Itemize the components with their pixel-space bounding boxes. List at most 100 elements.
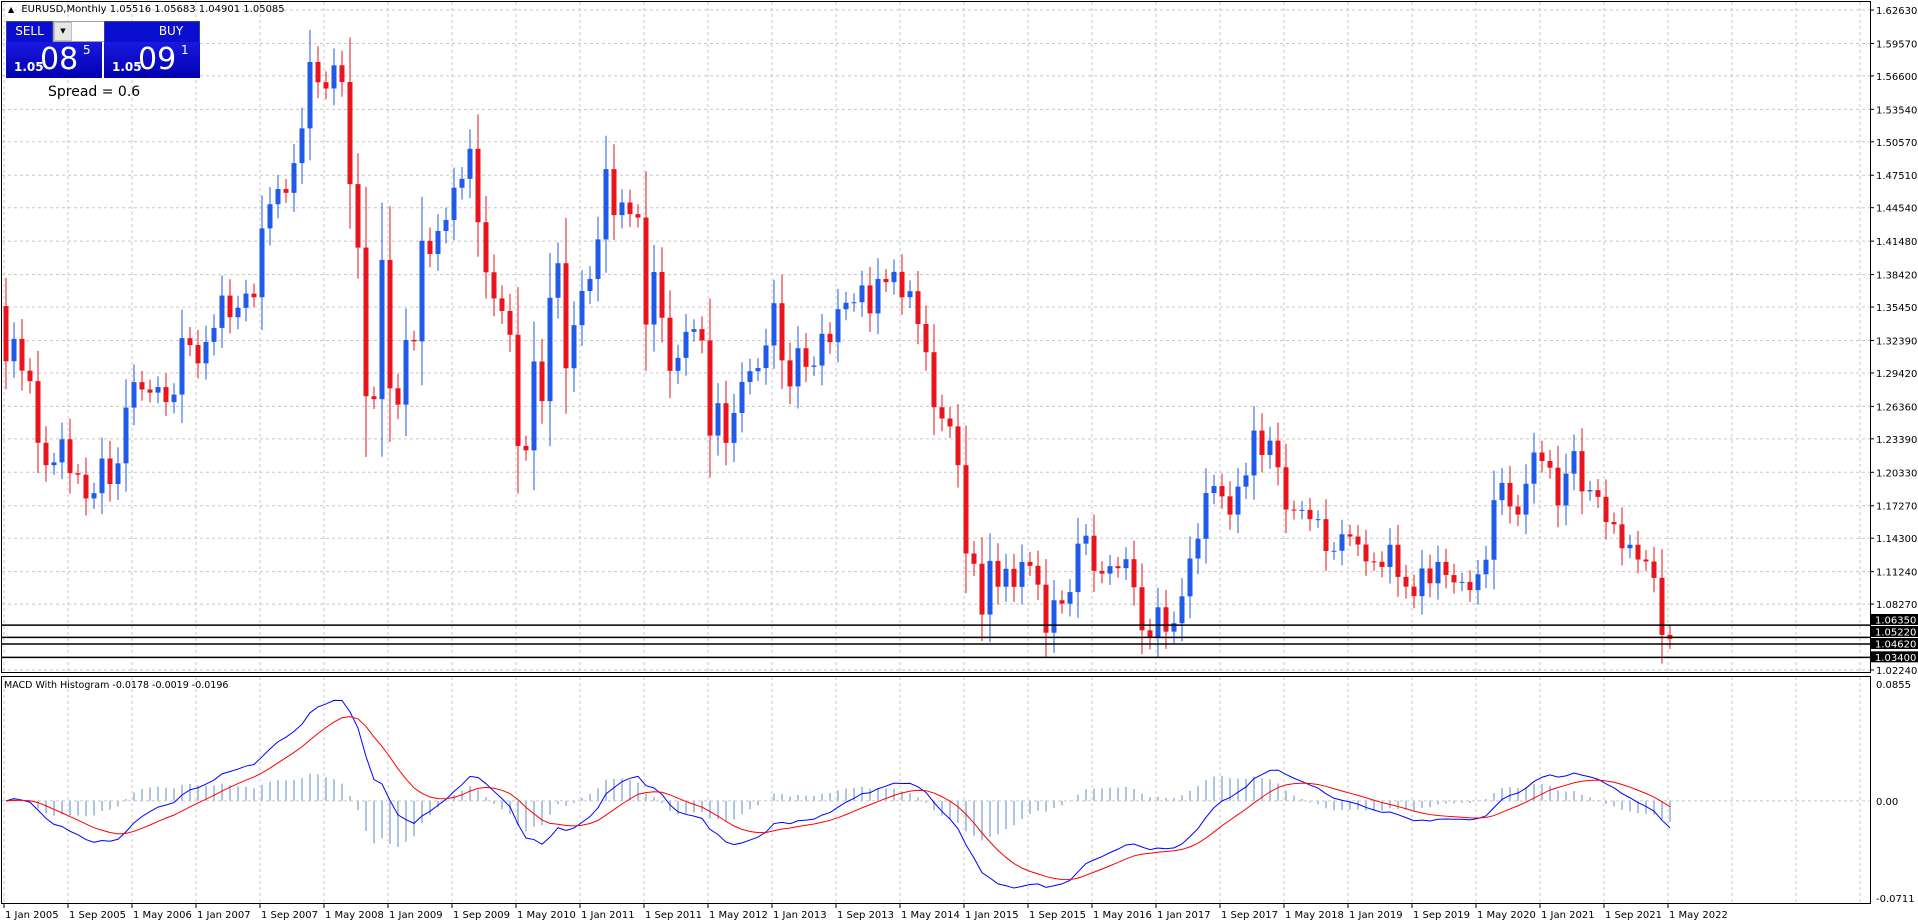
macd-histogram-bar <box>1565 791 1567 801</box>
candle <box>1011 553 1017 602</box>
candle <box>283 178 289 203</box>
candle-body <box>1547 461 1553 468</box>
candle-body <box>459 178 465 188</box>
macd-histogram-bar <box>517 800 519 826</box>
macd-histogram-bar <box>573 800 575 803</box>
macd-histogram-bar <box>213 785 215 801</box>
macd-histogram-bar <box>1029 800 1031 814</box>
candle-body <box>771 303 777 346</box>
time-tick-label: 1 Jan 2011 <box>581 910 635 921</box>
decrease-lot-icon[interactable]: ▼ <box>54 22 72 41</box>
candle <box>963 425 969 594</box>
time-tick-label: 1 May 2014 <box>901 910 960 921</box>
candle <box>1347 524 1353 547</box>
macd-tick-label: 0.00 <box>1876 797 1898 808</box>
macd-histogram-bar <box>701 800 703 813</box>
candle <box>1331 541 1337 560</box>
candle-body <box>779 303 785 361</box>
candle <box>443 207 449 244</box>
candle-body <box>1283 467 1289 510</box>
candle-body <box>1531 452 1537 484</box>
candle <box>1363 529 1369 576</box>
macd-histogram-bar <box>141 788 143 801</box>
macd-histogram-bar <box>1501 787 1503 801</box>
candle-body <box>1363 544 1369 562</box>
candle-body <box>507 310 513 335</box>
candle <box>11 322 17 378</box>
candle <box>547 252 553 447</box>
candle-body <box>427 240 433 255</box>
candle <box>1371 552 1377 571</box>
candle-body <box>107 458 113 484</box>
candle <box>123 379 129 492</box>
buy-price[interactable]: 1.05 09 1 <box>104 42 200 78</box>
macd-histogram-bar <box>1405 800 1407 810</box>
time-tick-label: 1 Jan 2019 <box>1349 910 1403 921</box>
candle <box>1531 432 1537 504</box>
candle <box>1235 468 1241 534</box>
candle-body <box>939 407 945 419</box>
collapse-triangle-icon[interactable]: ▲ <box>8 5 15 14</box>
candle <box>155 376 161 404</box>
macd-histogram-bar <box>741 800 743 815</box>
candle-body <box>475 148 481 223</box>
candle <box>1059 590 1065 614</box>
macd-histogram-bar <box>1557 790 1559 801</box>
candle <box>1035 550 1041 600</box>
macd-histogram-bar <box>613 778 615 801</box>
candle-body <box>683 331 689 358</box>
candle <box>875 258 881 335</box>
macd-histogram-bar <box>1661 800 1663 820</box>
candle-body <box>707 340 713 436</box>
candle-body <box>1203 493 1209 539</box>
macd-histogram-bar <box>77 800 79 816</box>
candle-body <box>1171 623 1177 632</box>
candle <box>1483 545 1489 589</box>
macd-histogram-bar <box>1549 785 1551 801</box>
sell-price[interactable]: 1.05 08 5 <box>6 42 102 78</box>
macd-histogram-bar <box>1077 794 1079 801</box>
price-axis[interactable]: 1.62630 1.59570 1.56600 1.53540 1.50570 1.475… <box>1870 6 1917 677</box>
candle-body <box>163 387 169 403</box>
candle <box>955 404 961 488</box>
candle <box>99 437 105 515</box>
candle <box>1163 589 1169 649</box>
candle-body <box>1643 559 1649 562</box>
candle-body <box>1011 568 1017 587</box>
candle <box>219 275 225 348</box>
candle-body <box>1275 440 1281 468</box>
candle-body <box>411 339 417 342</box>
candle-body <box>1067 592 1073 604</box>
macd-histogram-bar <box>965 800 967 832</box>
candle <box>1227 481 1233 530</box>
candle <box>355 153 361 279</box>
candle <box>75 463 81 484</box>
macd-histogram-bar <box>749 800 751 810</box>
macd-histogram-bar <box>901 791 903 801</box>
macd-histogram-bar <box>893 788 895 801</box>
candle-body <box>355 184 361 248</box>
candle <box>1107 554 1113 585</box>
candle <box>1075 517 1081 618</box>
candle <box>651 244 657 352</box>
macd-histogram-bar <box>1589 797 1591 801</box>
macd-histogram-bar <box>773 793 775 801</box>
candle-body <box>371 396 377 400</box>
macd-histogram-bar <box>157 786 159 801</box>
candle <box>883 269 889 292</box>
macd-histogram-bar <box>61 800 63 815</box>
candle <box>35 350 41 474</box>
time-tick-label: 1 Sep 2021 <box>1605 910 1662 921</box>
candle-body <box>547 297 553 402</box>
candle <box>147 379 153 403</box>
time-axis[interactable]: 1 Jan 2005 1 Sep 2005 1 May 2006 1 Jan 2007… <box>3 903 1728 921</box>
macd-histogram-bar <box>173 788 175 801</box>
candle <box>1259 413 1265 473</box>
candle-body <box>387 259 393 389</box>
macd-histogram-bar <box>413 800 415 837</box>
macd-histogram-bar <box>1325 800 1327 809</box>
candle <box>1291 500 1297 520</box>
candle <box>459 167 465 200</box>
